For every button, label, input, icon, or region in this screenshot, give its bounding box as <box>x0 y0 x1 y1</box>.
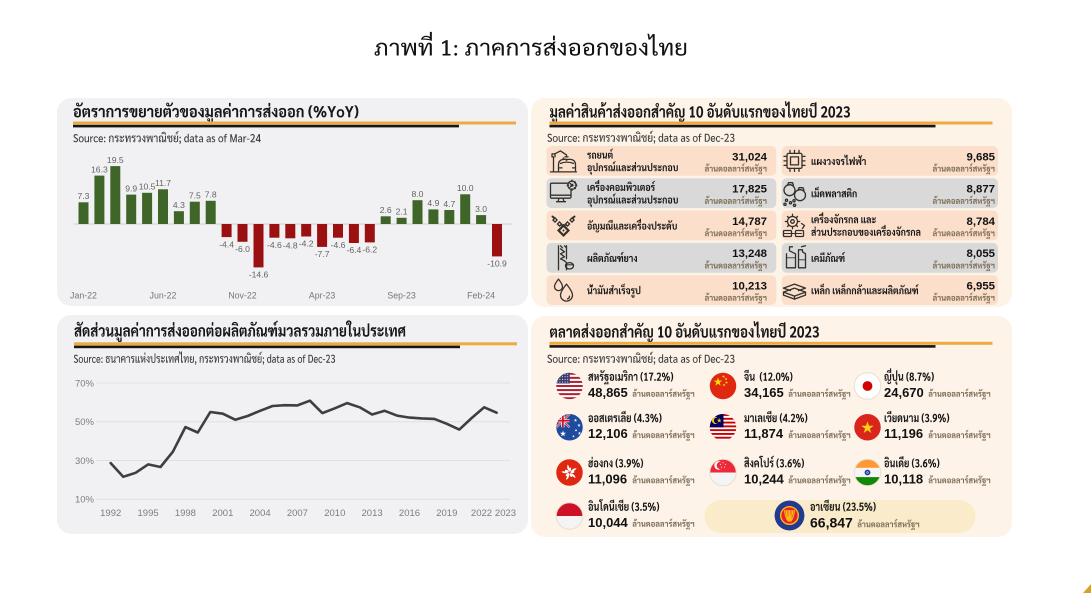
svg-text:1995: 1995 <box>138 508 159 519</box>
svg-text:-4.8: -4.8 <box>283 241 298 251</box>
svg-text:8,055: 8,055 <box>966 248 995 260</box>
svg-text:16.3: 16.3 <box>91 164 108 174</box>
svg-text:2022: 2022 <box>471 508 492 519</box>
svg-text:14,787: 14,787 <box>732 216 767 228</box>
svg-text:1998: 1998 <box>175 508 196 519</box>
svg-text:10,213: 10,213 <box>732 281 767 293</box>
svg-text:-4.4: -4.4 <box>219 239 234 249</box>
svg-text:-6.2: -6.2 <box>362 245 377 255</box>
svg-text:19.5: 19.5 <box>107 155 124 165</box>
svg-text:48,865: 48,865 <box>588 385 628 400</box>
svg-text:2013: 2013 <box>362 508 383 519</box>
svg-text:Nov-22: Nov-22 <box>228 291 256 301</box>
svg-text:12,106: 12,106 <box>588 426 628 441</box>
svg-text:50%: 50% <box>75 417 95 428</box>
svg-text:-4.6: -4.6 <box>267 240 282 250</box>
svg-text:-6.0: -6.0 <box>235 244 250 254</box>
svg-text:2010: 2010 <box>324 508 345 519</box>
svg-text:13,248: 13,248 <box>732 248 767 260</box>
svg-text:2023: 2023 <box>495 508 516 519</box>
svg-text:-7.7: -7.7 <box>315 249 330 259</box>
svg-text:-4.6: -4.6 <box>331 240 346 250</box>
svg-text:2016: 2016 <box>399 508 420 519</box>
svg-text:Feb-24: Feb-24 <box>467 291 495 301</box>
svg-text:-4.2: -4.2 <box>299 239 314 249</box>
svg-text:7.8: 7.8 <box>205 190 217 200</box>
svg-text:Sep-23: Sep-23 <box>387 291 415 301</box>
svg-text:2.1: 2.1 <box>396 207 408 217</box>
svg-text:9.9: 9.9 <box>125 183 137 193</box>
svg-text:2001: 2001 <box>212 508 233 519</box>
svg-text:Jan-22: Jan-22 <box>70 291 97 301</box>
svg-text:70%: 70% <box>75 378 95 389</box>
svg-text:11,196: 11,196 <box>884 426 923 441</box>
svg-text:8,784: 8,784 <box>966 216 995 228</box>
svg-text:-10.9: -10.9 <box>487 259 507 269</box>
svg-text:17,825: 17,825 <box>732 184 768 196</box>
svg-text:1992: 1992 <box>100 508 121 519</box>
svg-text:10%: 10% <box>75 495 95 506</box>
svg-text:9,685: 9,685 <box>966 151 995 163</box>
svg-text:2004: 2004 <box>250 508 271 519</box>
svg-text:-14.6: -14.6 <box>249 270 269 280</box>
svg-text:7.3: 7.3 <box>78 191 90 201</box>
svg-text:10.5: 10.5 <box>139 182 156 192</box>
svg-text:10,118: 10,118 <box>884 471 923 486</box>
svg-text:2019: 2019 <box>436 508 457 519</box>
svg-text:2007: 2007 <box>287 508 308 519</box>
svg-text:30%: 30% <box>75 456 95 467</box>
svg-text:Jun-22: Jun-22 <box>150 291 177 301</box>
svg-text:10,244: 10,244 <box>744 471 785 486</box>
svg-text:2.6: 2.6 <box>380 205 392 215</box>
svg-text:Apr-23: Apr-23 <box>309 291 336 301</box>
svg-text:-6.4: -6.4 <box>346 245 361 255</box>
svg-text:11,096: 11,096 <box>588 471 627 486</box>
svg-text:34,165: 34,165 <box>744 385 784 400</box>
svg-text:7.5: 7.5 <box>189 191 201 201</box>
svg-text:24,670: 24,670 <box>884 385 924 400</box>
svg-text:4.7: 4.7 <box>443 199 455 209</box>
svg-text:8,877: 8,877 <box>966 184 995 196</box>
svg-text:10.0: 10.0 <box>457 183 474 193</box>
svg-text:6,955: 6,955 <box>966 281 995 293</box>
svg-text:8.0: 8.0 <box>412 189 424 199</box>
svg-text:11.7: 11.7 <box>155 178 171 188</box>
svg-text:66,847: 66,847 <box>810 514 853 530</box>
svg-text:4.3: 4.3 <box>173 200 185 210</box>
svg-text:10,044: 10,044 <box>588 515 629 530</box>
svg-text:4.9: 4.9 <box>427 198 439 208</box>
svg-text:3.0: 3.0 <box>475 204 487 214</box>
svg-text:31,024: 31,024 <box>732 151 768 163</box>
svg-text:11,874: 11,874 <box>744 426 784 441</box>
